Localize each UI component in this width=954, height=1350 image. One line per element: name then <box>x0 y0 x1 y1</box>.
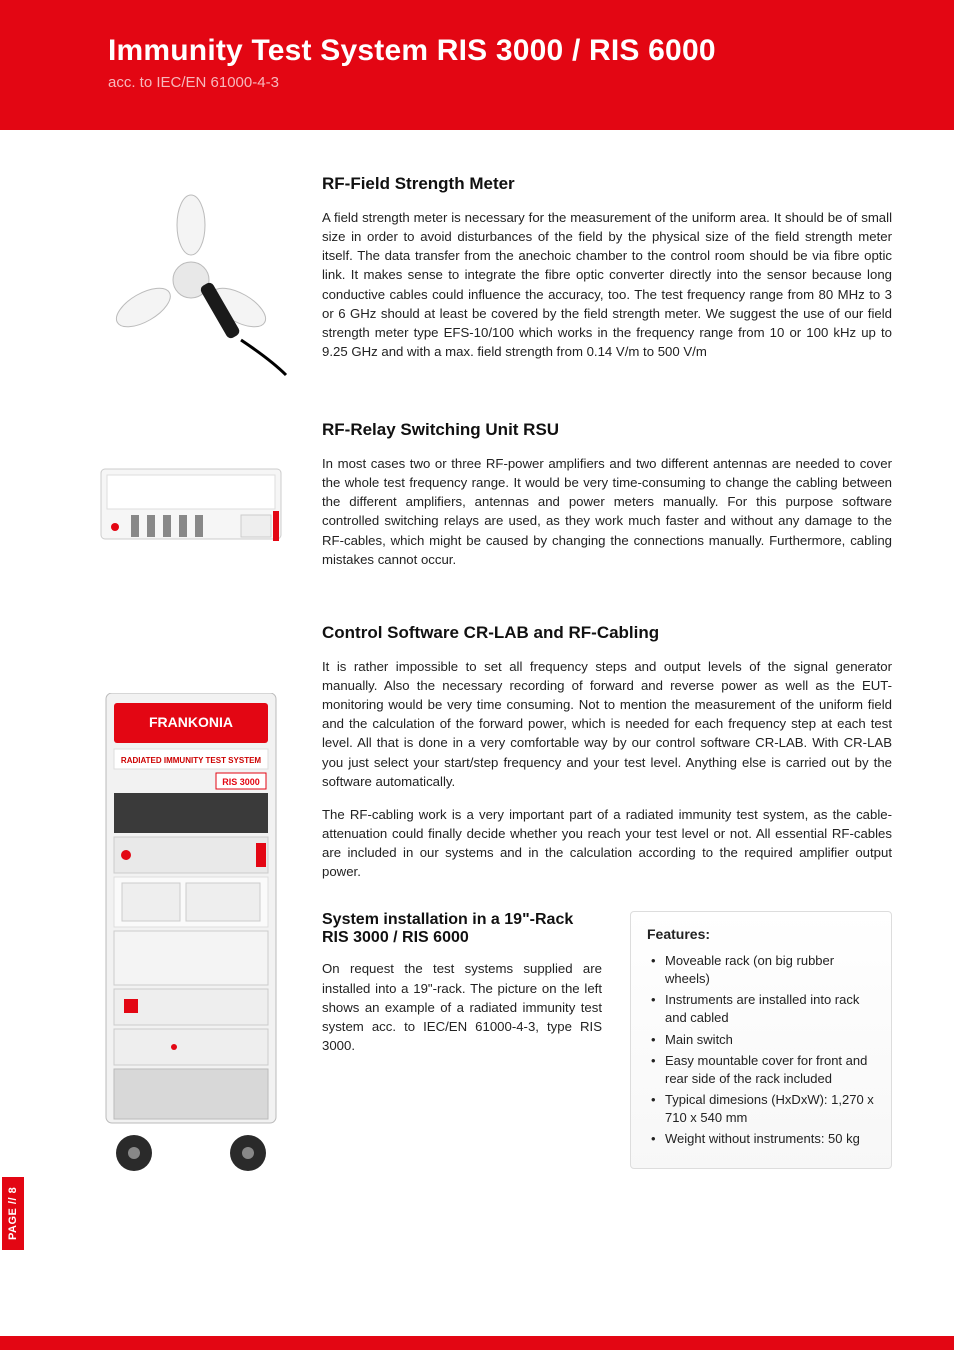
rack-brand-label: FRANKONIA <box>149 714 233 730</box>
feature-item: Instruments are installed into rack and … <box>651 991 875 1026</box>
feature-item: Main switch <box>651 1031 875 1049</box>
section-rsu: RF-Relay Switching Unit RSU In most case… <box>60 420 892 583</box>
rsu-image <box>60 420 322 583</box>
feature-item: Typical dimesions (HxDxW): 1,270 x 710 x… <box>651 1091 875 1126</box>
feature-item: Weight without instruments: 50 kg <box>651 1130 875 1148</box>
rf-meter-body: A field strength meter is necessary for … <box>322 208 892 361</box>
section-install: System installation in a 19"-Rack RIS 30… <box>322 911 892 1168</box>
feature-item: Easy mountable cover for front and rear … <box>651 1052 875 1087</box>
page-number-label: PAGE // 8 <box>2 1177 24 1250</box>
features-box: Features: Moveable rack (on big rubber w… <box>630 911 892 1168</box>
footer-bar <box>0 1336 954 1350</box>
install-heading: System installation in a 19"-Rack RIS 30… <box>322 911 602 947</box>
section-rf-meter: RF-Field Strength Meter A field strength… <box>60 174 892 380</box>
rack-model-label: RIS 3000 <box>222 777 260 787</box>
rsu-body: In most cases two or three RF-power ampl… <box>322 454 892 569</box>
page-header: Immunity Test System RIS 3000 / RIS 6000… <box>0 0 954 130</box>
section-crlab: FRANKONIA RADIATED IMMUNITY TEST SYSTEM … <box>60 623 892 1173</box>
rf-meter-image <box>60 174 322 380</box>
rack-system-label: RADIATED IMMUNITY TEST SYSTEM <box>121 756 261 765</box>
features-list: Moveable rack (on big rubber wheels) Ins… <box>647 952 875 1147</box>
rack-image: FRANKONIA RADIATED IMMUNITY TEST SYSTEM … <box>60 623 322 1173</box>
feature-item: Moveable rack (on big rubber wheels) <box>651 952 875 987</box>
rf-meter-heading: RF-Field Strength Meter <box>322 174 892 194</box>
rsu-heading: RF-Relay Switching Unit RSU <box>322 420 892 440</box>
install-body: On request the test systems supplied are… <box>322 959 602 1055</box>
features-heading: Features: <box>647 926 875 942</box>
crlab-heading: Control Software CR-LAB and RF-Cabling <box>322 623 892 643</box>
crlab-body1: It is rather impossible to set all frequ… <box>322 657 892 791</box>
page-subtitle: acc. to IEC/EN 61000-4-3 <box>108 74 954 91</box>
page-title: Immunity Test System RIS 3000 / RIS 6000 <box>108 34 954 68</box>
crlab-body2: The RF-cabling work is a very important … <box>322 805 892 882</box>
